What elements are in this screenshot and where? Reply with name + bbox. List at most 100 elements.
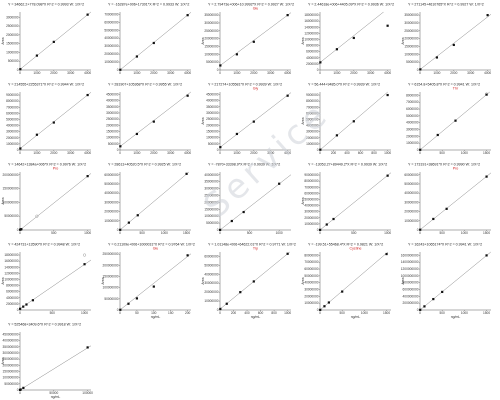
x-tick-label: 0 (19, 231, 21, 235)
x-tick-label: 0 (19, 311, 21, 315)
y-tick-label: 20000000 (404, 37, 418, 41)
y-tick-label: 10000000 (4, 277, 18, 281)
x-tick-label: 50000 (49, 391, 58, 395)
x-tick-label: 1000 (461, 151, 468, 155)
y-tick-label: 0 (17, 68, 19, 72)
calibration-point (386, 24, 389, 27)
calibration-panel-5: Y = 271145+4610765*X R^2 = 0.9927 W: 1/X… (401, 3, 491, 76)
calibration-point (86, 346, 89, 349)
y-tick-label: 60000000 (304, 191, 318, 195)
y-tick-label: 3000000 (306, 130, 319, 134)
y-axis-label: Area (1, 197, 5, 204)
y-tick-label: 35000000 (204, 13, 218, 17)
compound-label: Thr (453, 87, 459, 91)
x-tick-label: 0 (19, 151, 21, 155)
fit-equation: Y = -199.51+55468.4*X R^2 = 0.9821 W: 1/… (308, 243, 383, 247)
x-tick-label: 150 (168, 311, 174, 315)
y-tick-label: 400000000 (3, 339, 19, 343)
calibration-point (319, 228, 322, 231)
y-tick-label: 30000000 (104, 200, 118, 204)
y-tick-label: 5000000 (6, 117, 19, 121)
compound-label: Gly (253, 87, 259, 91)
x-tick-label: 1000 (81, 311, 88, 315)
y-tick-label: 0 (117, 148, 119, 152)
y-tick-label: 10000000 (204, 299, 218, 303)
y-tick-label: 40000000 (304, 204, 318, 208)
calibration-point (423, 305, 426, 308)
x-tick-label: 1000 (161, 231, 168, 235)
calibration-panel-6: Y = 214555+2255371*X R^2 = 0.9944 W: 1/X… (6, 83, 91, 156)
y-axis-label: Area (1, 37, 5, 44)
y-tick-label: 200000000 (3, 173, 19, 177)
fit-line (419, 14, 492, 70)
y-tick-label: 10000000 (104, 219, 118, 223)
y-tick-label: 1600000000 (401, 253, 419, 257)
calibration-point (22, 305, 25, 308)
calibration-point (436, 133, 439, 137)
y-tick-label: 50000000 (404, 182, 418, 186)
y-tick-label: 500000 (108, 142, 119, 146)
fit-equation: Y = 525468+3409.6*X R^2 = 0.9918 W: 1/X^… (8, 323, 81, 327)
compound-label: Trp (253, 247, 258, 251)
fit-equation: Y = -16287e+006+17301*X R^2 = 0.9933 W: … (108, 3, 189, 7)
calibration-point (52, 40, 55, 43)
y-tick-label: 250000000 (103, 252, 119, 256)
y-tick-label: 50000000 (104, 28, 118, 32)
calibration-panel-3: Y = 2.79473e+006+10.9992*X R^2 = 0.9927 … (201, 3, 294, 76)
fit-equation: Y = -7870+33398.9*X R^2 = 0.9939 W: 1/X^… (208, 163, 280, 167)
y-tick-label: 0 (317, 308, 319, 312)
y-tick-label: 16000000 (304, 19, 318, 23)
fit-equation: Y = 28613+40520.5*X R^2 = 0.9925 W: 1/X^… (108, 163, 181, 167)
x-tick-label: 0 (119, 311, 121, 315)
y-axis-label: Area (1, 277, 5, 284)
calibration-point (136, 214, 139, 217)
calibration-point (19, 147, 22, 150)
y-tick-label: 40000000 (104, 191, 118, 195)
calibration-point (152, 41, 155, 45)
calibration-point (20, 228, 23, 231)
x-tick-label: 1000 (461, 231, 468, 235)
calibration-point (135, 132, 139, 136)
y-tick-label: 20000000 (204, 200, 218, 204)
y-tick-label: 30000000 (304, 210, 318, 214)
fit-line (119, 253, 192, 311)
calibration-point (486, 14, 489, 17)
x-axis-label: ng/mL (151, 315, 161, 319)
y-tick-label: 0 (317, 148, 319, 152)
y-tick-label: 400000000 (403, 294, 419, 298)
x-tick-label: 3000 (367, 71, 374, 75)
calibration-point (252, 280, 255, 283)
y-tick-label: 150000000 (103, 275, 119, 279)
calibration-point (119, 68, 122, 71)
calibration-point (19, 307, 22, 310)
calibration-point (152, 285, 155, 288)
y-tick-label: 4000000 (206, 99, 219, 103)
calibration-point (332, 217, 335, 221)
x-tick-label: 500 (247, 231, 253, 235)
y-tick-label: 60000000 (404, 173, 418, 177)
calibration-panel-2: Y = -16287e+006+17301*X R^2 = 0.9933 W: … (104, 3, 191, 76)
y-tick-label: 3000000 (6, 15, 19, 19)
y-tick-label: 2500000 (6, 24, 19, 28)
y-tick-label: 18000000 (4, 253, 18, 257)
x-axis-label: ng/mL (351, 315, 361, 319)
y-tick-label: 8000000 (6, 284, 19, 288)
y-tick-label: 20000000 (304, 216, 318, 220)
x-tick-label: 2000 (150, 71, 157, 75)
y-tick-label: 10000000 (304, 301, 318, 305)
y-tick-label: 2500000 (206, 117, 219, 121)
x-tick-label: 500 (140, 231, 146, 235)
calibration-point (352, 36, 355, 40)
x-tick-label: 1000 (84, 231, 91, 235)
calibration-panel-12: Y = 28613+40520.5*X R^2 = 0.9925 W: 1/X^… (104, 163, 191, 235)
y-tick-label: 16000000 (4, 259, 18, 263)
calibration-point (432, 217, 435, 221)
fit-line (19, 173, 92, 231)
y-tick-label: 0 (417, 228, 419, 232)
fit-equation: Y = 281907+105368*X R^2 = 0.9955 W: 1/X^… (108, 83, 182, 87)
y-tick-label: 80000000 (304, 253, 318, 257)
calibration-panel-15: Y = 173191+38691*X R^2 = 0.9990 W: 1/X^2… (404, 163, 492, 235)
calibration-point (419, 148, 422, 151)
x-tick-label: 200 (185, 311, 191, 315)
